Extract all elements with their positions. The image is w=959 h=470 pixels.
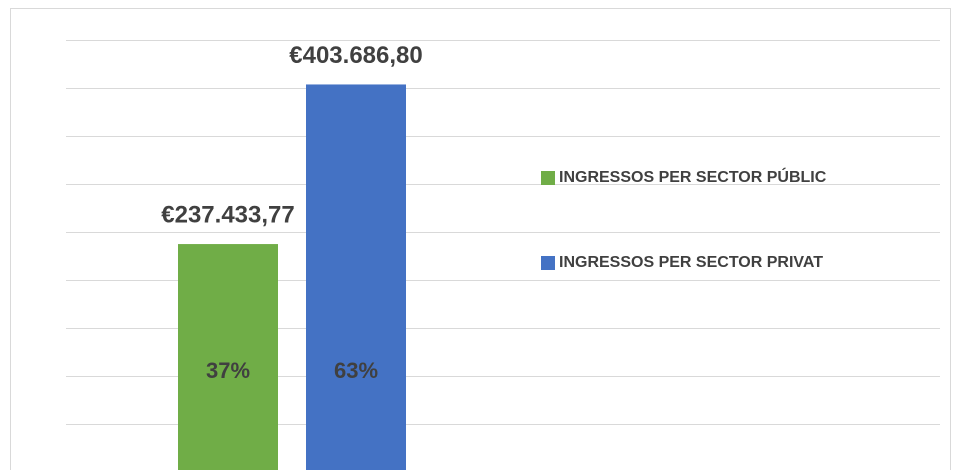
data-label: €237.433,77 [161, 201, 294, 228]
legend-label: INGRESSOS PER SECTOR PRIVAT [559, 254, 823, 271]
bar [306, 84, 406, 470]
legend-swatch [541, 256, 555, 270]
data-label: €403.686,80 [289, 42, 422, 69]
legend-swatch [541, 171, 555, 185]
chart-frame [10, 8, 951, 470]
share-label: 37% [206, 358, 250, 383]
share-label: 63% [334, 358, 378, 383]
bar [178, 244, 278, 470]
legend-label: INGRESSOS PER SECTOR PÚBLIC [559, 167, 827, 186]
